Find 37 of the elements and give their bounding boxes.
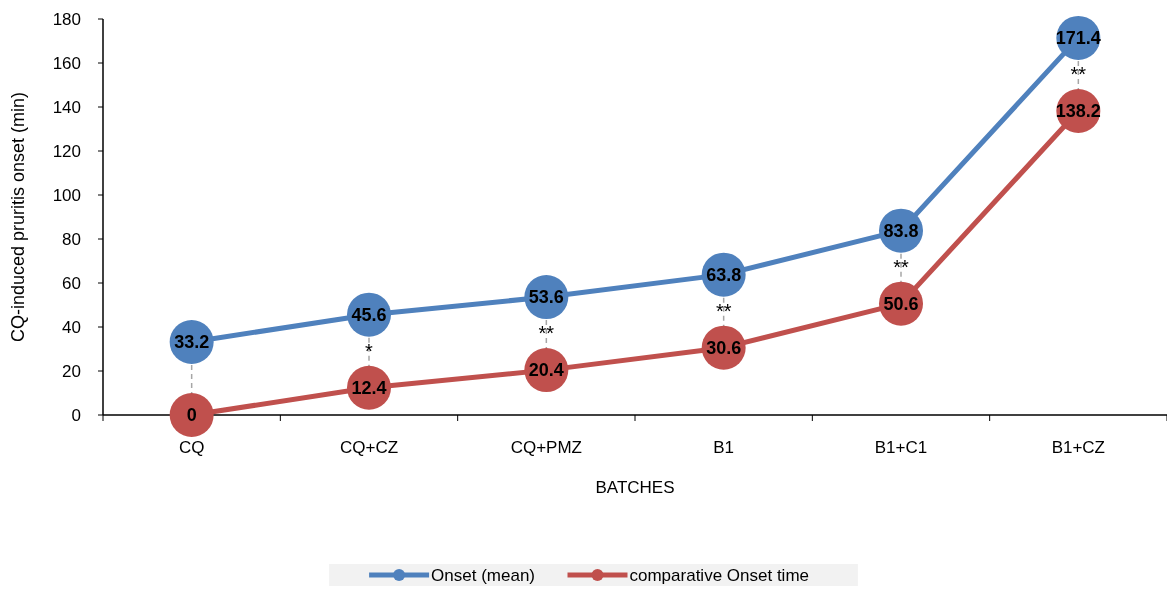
y-tick-label: 160 [52, 53, 81, 73]
y-axis-title: CQ-induced pruritis onset (min) [8, 91, 28, 343]
data-label: 33.2 [174, 332, 210, 353]
data-label: 138.2 [1055, 101, 1101, 122]
y-tick-label: 80 [62, 229, 81, 249]
y-tick-label: 0 [71, 405, 81, 425]
legend-label: Onset (mean) [431, 565, 536, 585]
data-label: 53.6 [528, 287, 564, 308]
data-label: 0 [186, 405, 197, 426]
data-label: 30.6 [706, 337, 742, 358]
y-tick-label: 180 [52, 9, 81, 29]
data-label: 83.8 [883, 220, 919, 241]
x-tick-label: CQ [178, 438, 205, 457]
y-tick-label: 100 [52, 185, 81, 205]
annotation: ** [715, 299, 732, 322]
x-tick-label: B1 [713, 438, 735, 457]
legend-label: comparative Onset time [629, 565, 810, 585]
y-tick-label: 60 [62, 273, 81, 293]
x-tick-label: CQ+CZ [339, 438, 399, 457]
y-tick-label: 140 [52, 97, 81, 117]
point [169, 393, 214, 437]
data-label: 63.8 [706, 264, 742, 285]
annotation: * [365, 339, 374, 362]
y-tick-label: 20 [62, 361, 81, 381]
data-label: 50.6 [883, 293, 919, 314]
data-label: 20.4 [528, 360, 564, 381]
x-tick-label: B1+CZ [1051, 438, 1106, 457]
data-label: 45.6 [351, 304, 387, 325]
y-tick-label: 120 [52, 141, 81, 161]
data-label: 12.4 [351, 378, 387, 399]
annotation: ** [1070, 62, 1087, 85]
annotation: ** [538, 322, 555, 345]
x-axis-title: BATCHES [595, 478, 675, 497]
x-tick-label: B1+C1 [874, 438, 928, 457]
annotation: ** [893, 255, 909, 278]
x-tick-label: CQ+PMZ [510, 438, 582, 457]
y-tick-label: 40 [62, 317, 81, 337]
